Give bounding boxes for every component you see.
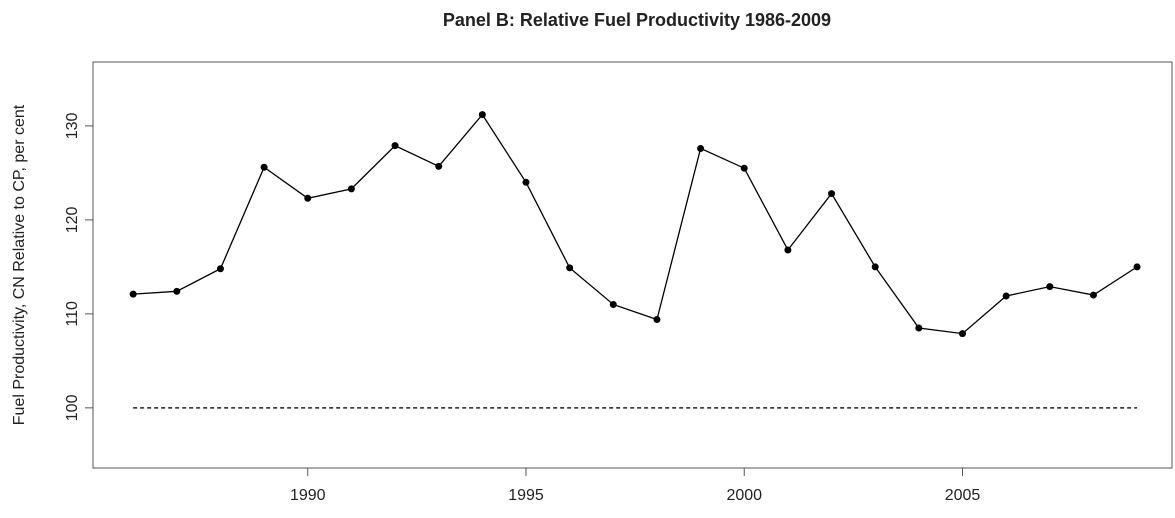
y-axis-label: Fuel Productivity, CN Relative to CP, pe… bbox=[11, 104, 28, 425]
data-point bbox=[304, 194, 312, 202]
y-tick-label: 100 bbox=[64, 394, 81, 421]
chart-title: Panel B: Relative Fuel Productivity 1986… bbox=[443, 10, 831, 30]
data-point bbox=[915, 324, 923, 332]
plot-frame bbox=[92, 61, 1173, 469]
data-point bbox=[347, 185, 355, 193]
x-tick-label: 2000 bbox=[726, 487, 762, 504]
data-point bbox=[1133, 263, 1141, 271]
data-point bbox=[1046, 283, 1054, 291]
y-tick-label: 130 bbox=[64, 112, 81, 139]
data-point bbox=[958, 330, 966, 338]
data-point bbox=[697, 144, 705, 152]
x-tick-label: 1995 bbox=[508, 487, 544, 504]
data-point bbox=[653, 316, 661, 324]
y-tick-label: 120 bbox=[64, 206, 81, 233]
y-tick-label: 110 bbox=[64, 301, 81, 327]
data-point bbox=[435, 162, 443, 170]
data-point bbox=[784, 246, 792, 254]
data-point bbox=[1002, 292, 1010, 300]
data-point bbox=[173, 287, 181, 295]
series-line bbox=[133, 113, 1138, 335]
data-point bbox=[478, 111, 486, 119]
data-point bbox=[260, 163, 268, 171]
data-point bbox=[129, 290, 137, 298]
data-point bbox=[522, 178, 530, 186]
x-tick-label: 1990 bbox=[290, 487, 326, 504]
data-point bbox=[216, 265, 224, 273]
data-point bbox=[871, 263, 879, 271]
data-point bbox=[566, 264, 574, 272]
data-point bbox=[828, 190, 836, 198]
x-tick-label: 2005 bbox=[945, 487, 981, 504]
data-point bbox=[1089, 291, 1097, 299]
data-point bbox=[391, 142, 399, 150]
data-point bbox=[609, 300, 617, 308]
data-point bbox=[740, 164, 748, 172]
